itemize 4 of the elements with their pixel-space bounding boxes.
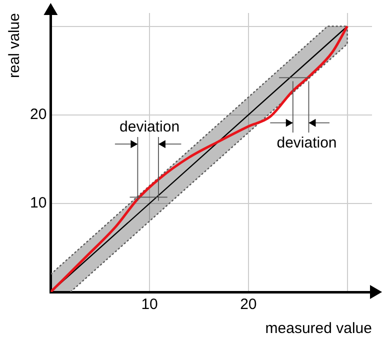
annotation: deviation	[120, 118, 180, 136]
y-axis-title: real value	[6, 13, 24, 78]
annotation: deviation	[276, 134, 337, 152]
x-axis-title: measured value	[265, 320, 372, 338]
